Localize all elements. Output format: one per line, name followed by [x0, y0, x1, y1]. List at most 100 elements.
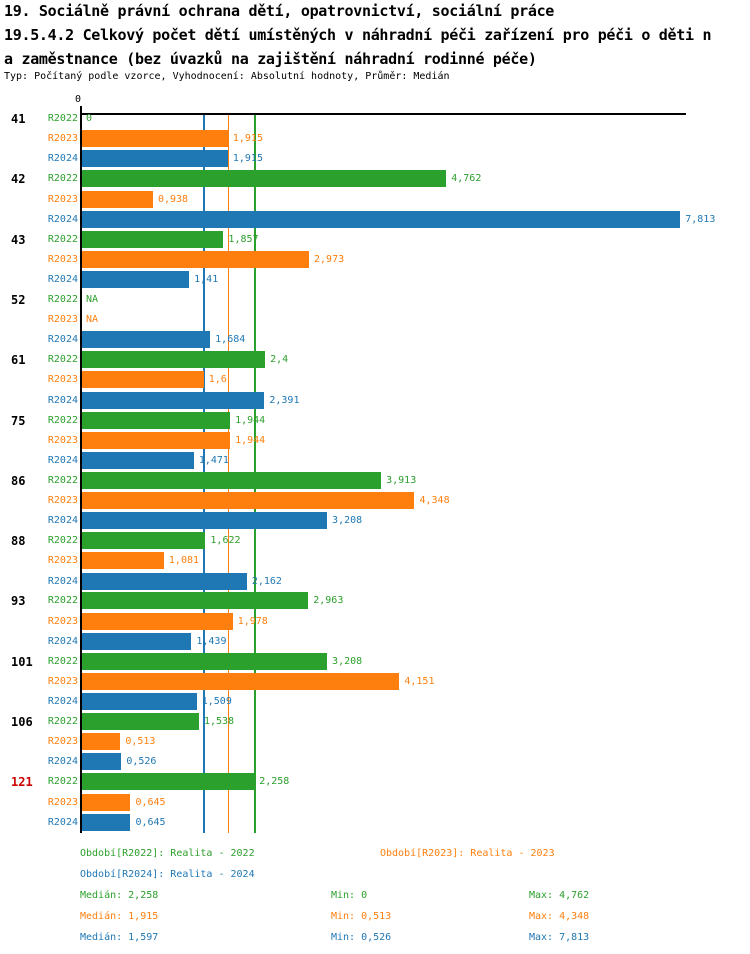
value-label-r2022-61: 2,4	[270, 354, 289, 366]
series-label-r2024: R2024	[47, 635, 78, 647]
series-label-r2024: R2024	[47, 274, 78, 285]
value-label-r2024-93: 1,439	[196, 635, 227, 647]
series-label-r2023: R2023	[47, 615, 78, 627]
value-label-r2022-52: NA	[86, 293, 99, 305]
value-label-r2022-75: 1,944	[235, 414, 266, 426]
category-label-121: 121	[11, 775, 33, 790]
value-label-r2023-93: 1,978	[237, 615, 268, 627]
value-label-r2022-86: 3,913	[386, 474, 417, 486]
series-label-r2024: R2024	[47, 575, 78, 587]
value-label-r2023-43: 2,973	[314, 253, 345, 265]
legend-period-r2023: Období[R2023]: Realita - 2023	[380, 848, 555, 859]
legend-max-r2023: Max: 4,348	[529, 911, 590, 922]
bar-r2023-86	[82, 492, 415, 509]
bar-r2024-86	[82, 512, 328, 530]
bar-r2022-121	[82, 773, 255, 791]
bar-r2024-42	[82, 210, 681, 228]
category-label-43: 43	[11, 232, 26, 247]
bar-r2024-52	[82, 331, 211, 349]
series-label-r2022: R2022	[47, 113, 78, 124]
series-label-r2023: R2023	[47, 314, 78, 326]
category-label-61: 61	[11, 353, 26, 368]
bar-r2024-41	[82, 150, 228, 168]
bar-r2022-75	[82, 411, 231, 429]
series-label-r2023: R2023	[47, 253, 78, 265]
series-label-r2024: R2024	[47, 696, 78, 708]
bar-r2022-93	[82, 592, 309, 610]
bar-r2023-101	[82, 672, 400, 690]
legend-max-r2024: Max: 7,813	[529, 932, 590, 943]
category-label-106: 106	[11, 715, 33, 729]
legend-min-r2022: Min: 0	[331, 890, 368, 901]
series-label-r2023: R2023	[47, 736, 78, 748]
value-label-r2024-101: 1,509	[201, 696, 232, 708]
bar-r2022-106	[82, 713, 199, 730]
bar-r2022-101	[82, 652, 328, 670]
page-title-line2: 19.5.4.2 Celkový počet dětí umístěných v…	[4, 26, 712, 44]
series-label-r2023: R2023	[47, 133, 78, 145]
legend-median-r2022: Medián: 2,258	[80, 890, 159, 901]
category-label-101: 101	[11, 654, 33, 669]
series-label-r2022: R2022	[47, 354, 78, 366]
category-label-41: 41	[11, 112, 26, 126]
category-label-52: 52	[11, 292, 26, 307]
series-label-r2024: R2024	[47, 153, 78, 165]
value-label-r2024-75: 1,471	[198, 454, 229, 466]
series-label-r2022: R2022	[47, 173, 78, 185]
legend-max-r2022: Max: 4,762	[529, 890, 590, 901]
category-label-42: 42	[11, 172, 26, 187]
bar-r2024-43	[82, 271, 190, 288]
bar-r2024-93	[82, 632, 192, 650]
bar-r2023-61	[82, 371, 204, 389]
series-label-r2023: R2023	[47, 193, 78, 205]
bar-r2024-101	[82, 693, 197, 711]
series-label-r2023: R2023	[47, 434, 78, 446]
value-label-r2022-88: 1,622	[210, 535, 241, 547]
value-label-r2023-52: NA	[86, 314, 99, 326]
value-label-r2023-41: 1,915	[232, 133, 263, 145]
legend-median-r2024: Medián: 1,597	[80, 932, 159, 943]
value-label-r2024-106: 0,526	[126, 756, 157, 768]
value-label-r2022-106: 1,538	[203, 716, 235, 727]
value-label-r2024-86: 3,208	[332, 515, 363, 527]
series-label-r2024: R2024	[47, 515, 78, 527]
bar-r2023-88	[82, 552, 164, 570]
bar-r2024-121	[82, 813, 131, 831]
series-label-r2024: R2024	[47, 756, 78, 768]
category-label-86: 86	[11, 473, 26, 488]
series-label-r2023: R2023	[47, 555, 78, 567]
legend-period-r2024: Období[R2024]: Realita - 2024	[80, 869, 255, 880]
value-label-r2023-61: 1,6	[208, 374, 227, 386]
bar-r2023-43	[82, 250, 310, 268]
bar-r2023-93	[82, 612, 233, 630]
value-label-r2022-42: 4,762	[451, 173, 482, 185]
bar-r2024-88	[82, 572, 247, 590]
bar-r2022-42	[82, 170, 447, 188]
value-label-r2022-43: 1,857	[228, 233, 259, 245]
series-label-r2024: R2024	[47, 394, 78, 406]
bar-r2022-88	[82, 532, 206, 550]
series-label-r2024: R2024	[47, 454, 78, 466]
y-axis-zero-line	[80, 106, 82, 833]
series-label-r2022: R2022	[47, 535, 78, 547]
bar-r2023-42	[82, 190, 153, 208]
series-label-r2022: R2022	[47, 233, 78, 245]
value-label-r2024-41: 1,915	[232, 153, 263, 165]
series-label-r2024: R2024	[47, 816, 78, 828]
x-axis-tick-label: 0	[75, 94, 82, 105]
value-label-r2023-75: 1,944	[235, 434, 266, 446]
value-label-r2024-121: 0,645	[135, 816, 166, 828]
value-label-r2022-101: 3,208	[332, 655, 363, 667]
series-label-r2023: R2023	[47, 495, 78, 506]
value-label-r2022-93: 2,963	[313, 595, 344, 607]
series-label-r2022: R2022	[47, 655, 78, 667]
legend-median-r2023: Medián: 1,915	[80, 911, 159, 922]
value-label-r2024-88: 2,162	[251, 575, 282, 587]
bar-r2023-41	[82, 130, 228, 148]
value-label-r2022-121: 2,258	[259, 776, 290, 788]
value-label-r2024-52: 1,684	[215, 334, 246, 346]
bar-r2023-75	[82, 431, 231, 449]
series-label-r2022: R2022	[47, 474, 78, 486]
category-label-75: 75	[11, 413, 26, 428]
